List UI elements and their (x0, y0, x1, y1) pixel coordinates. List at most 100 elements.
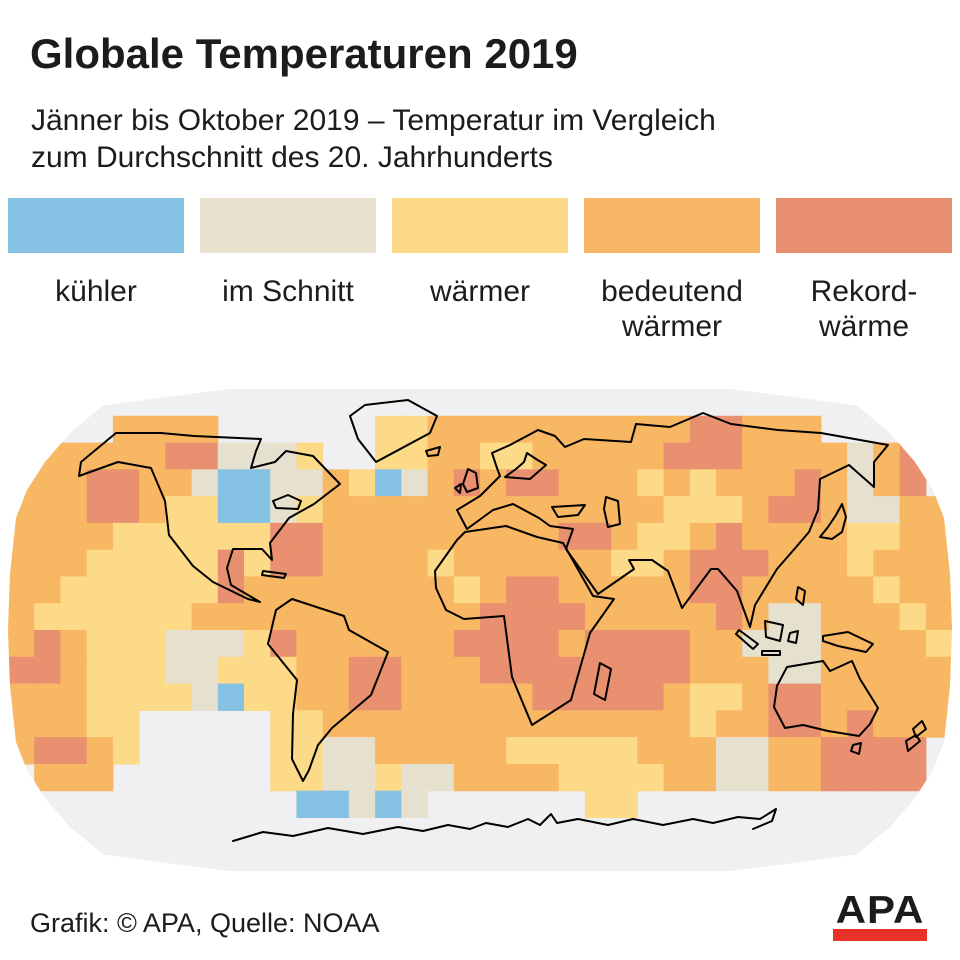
temperature-cell (34, 549, 62, 578)
temperature-cell (322, 656, 350, 685)
temperature-cell (480, 415, 507, 444)
temperature-cell (637, 469, 665, 497)
temperature-cell (8, 630, 35, 658)
temperature-cell (689, 522, 717, 551)
temperature-cell (322, 683, 350, 711)
temperature-cell (139, 496, 166, 524)
temperature-cell (899, 683, 927, 711)
continent-outlines (78, 399, 927, 842)
temperature-cell (873, 630, 901, 658)
temperature-cell (427, 737, 455, 765)
temperature-cell (375, 603, 402, 631)
temperature-cell (8, 710, 35, 738)
temperature-cell (925, 656, 952, 685)
temperature-cell (689, 603, 717, 631)
temperature-cell (925, 603, 952, 631)
temperature-cell (794, 442, 822, 470)
temperature-cell (165, 656, 193, 685)
temperature-cell (925, 630, 952, 658)
temperature-cell (453, 656, 481, 685)
temperature-cell (506, 737, 534, 765)
legend-label-kuehler: kühler (55, 275, 137, 308)
temperature-cell (794, 683, 822, 711)
temperature-cell (584, 737, 612, 765)
temperature-cell (322, 496, 350, 524)
temperature-cell (611, 656, 638, 685)
outline-united-kingdom (462, 468, 479, 493)
temperature-cell (401, 790, 429, 819)
temperature-cell (270, 763, 298, 792)
outline-africa (434, 525, 615, 726)
outline-borneo (764, 620, 784, 642)
temperature-cell (244, 683, 271, 711)
temperature-cell (453, 522, 481, 551)
temperature-cell (296, 469, 324, 497)
temperature-cell (663, 710, 691, 738)
temperature-cell (322, 790, 350, 819)
temperature-cell (689, 630, 717, 658)
temperature-cell (847, 763, 874, 792)
temperature-cell (663, 630, 691, 658)
temperature-cell (165, 630, 193, 658)
temperature-cell (165, 576, 193, 604)
temperature-cell (611, 576, 638, 604)
temperature-cell (375, 790, 402, 819)
temperature-cell (453, 630, 481, 658)
temperature-cell (401, 603, 429, 631)
temperature-cell (8, 656, 35, 685)
temperature-cell (716, 549, 743, 578)
temperature-cell (296, 630, 324, 658)
temperature-cell (401, 630, 429, 658)
temperature-cell (506, 763, 534, 792)
temperature-cell (611, 522, 638, 551)
temperature-cell (873, 496, 901, 524)
temperature-cell (558, 469, 586, 497)
outline-madagascar (593, 662, 612, 701)
temperature-cell (768, 656, 796, 685)
temperature-cell (611, 790, 638, 819)
temperature-cell (794, 763, 822, 792)
temperature-cell (112, 576, 140, 604)
temperature-cell (60, 603, 88, 631)
outline-new-zealand-south (905, 734, 921, 752)
temperature-cell (139, 603, 166, 631)
temperature-cell (296, 656, 324, 685)
temperature-cell (401, 496, 429, 524)
temperature-cell (86, 710, 114, 738)
temperature-cell (820, 656, 848, 685)
temperature-cell (847, 496, 874, 524)
temperature-cell (532, 763, 560, 792)
temperature-cell (322, 763, 350, 792)
temperature-cell (34, 496, 62, 524)
temperature-cell (34, 522, 62, 551)
outline-cuba (261, 570, 287, 579)
temperature-cell (637, 656, 665, 685)
temperature-cell (348, 790, 376, 819)
temperature-cell (532, 710, 560, 738)
temperature-cell (453, 683, 481, 711)
temperature-cell (322, 630, 350, 658)
temperature-cell (899, 576, 927, 604)
temperature-cell (348, 522, 376, 551)
temperature-cell (375, 763, 402, 792)
temperature-cell (925, 549, 952, 578)
temperature-cell (348, 683, 376, 711)
temperature-cell (584, 549, 612, 578)
outline-south-america (267, 598, 389, 782)
temperature-cell (663, 549, 691, 578)
temperature-cell (584, 469, 612, 497)
temperature-cell (558, 763, 586, 792)
temperature-cell (348, 603, 376, 631)
temperature-cell (873, 710, 901, 738)
temperature-cell (217, 683, 245, 711)
outline-ireland (454, 483, 462, 494)
temperature-cell (217, 656, 245, 685)
temperature-cell (86, 737, 114, 765)
temperature-cell (611, 737, 638, 765)
temperature-cell (427, 496, 455, 524)
temperature-cell (480, 737, 507, 765)
temperature-cell (34, 576, 62, 604)
temperature-cell (86, 576, 114, 604)
outline-sumatra (735, 629, 759, 650)
temperature-cell (689, 763, 717, 792)
